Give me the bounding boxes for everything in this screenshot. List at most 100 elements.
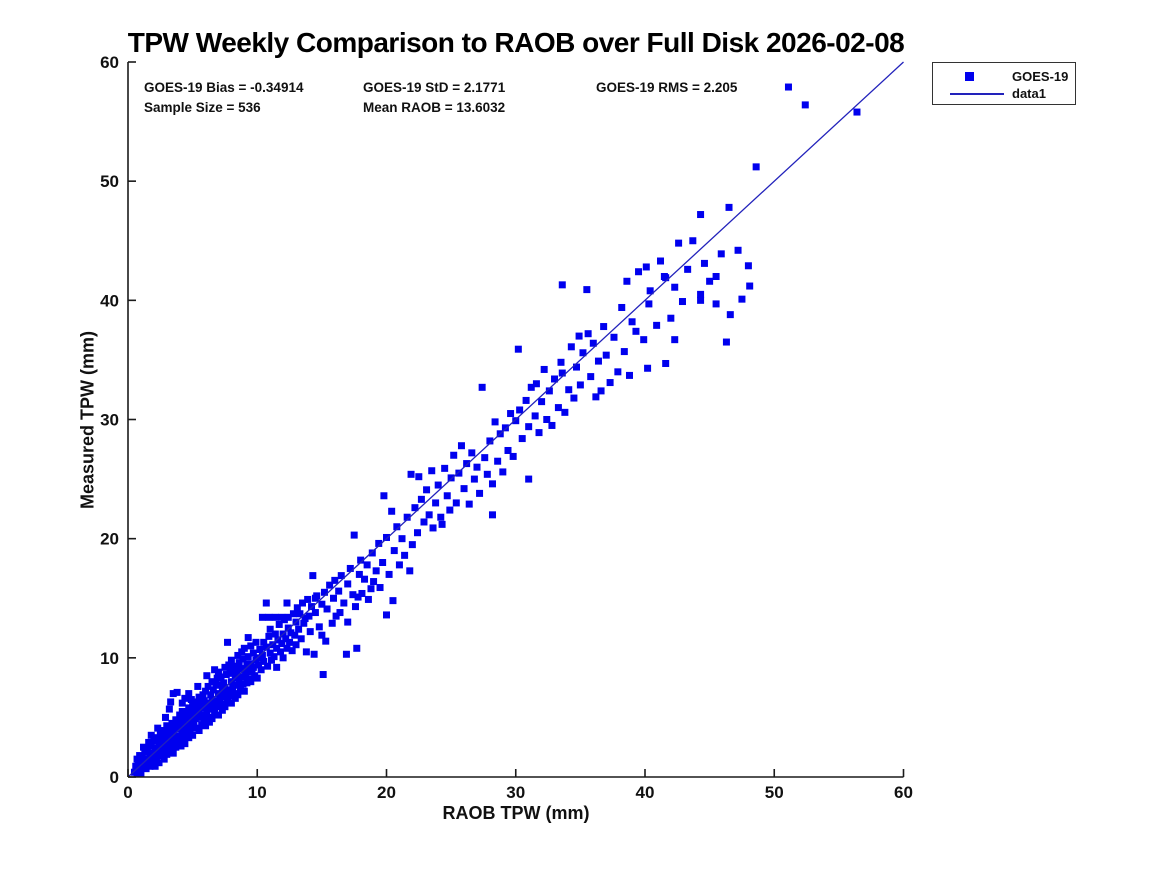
scatter-point [697,296,705,304]
scatter-point [635,268,643,276]
scatter-point [161,713,169,721]
scatter-point [460,485,468,493]
scatter-point [151,744,159,752]
scatter-point [169,690,177,698]
scatter-point [632,327,640,335]
scatter-point [725,203,733,211]
scatter-point [239,655,247,663]
scatter-point [318,631,326,639]
scatter-point [706,277,714,285]
scatter-point [319,671,327,679]
scatter-point [543,416,551,423]
scatter-point [199,711,207,719]
stat-bias: GOES-19 Bias = -0.34914 [144,80,304,95]
scatter-point [262,643,270,651]
scatter-point [165,740,173,748]
scatter-point [240,687,248,695]
scatter-point [370,578,378,586]
scatter-point [457,442,465,450]
scatter-point [258,613,266,621]
scatter-point [218,687,226,695]
scatter-point [579,349,587,357]
scatter-point [140,743,148,751]
scatter-point [618,303,626,311]
scatter-point [401,551,409,559]
scatter-point [217,673,225,681]
scatter-point [284,624,292,632]
scatter-point [291,631,299,639]
scatter-point [561,408,569,416]
scatter-point [183,710,191,718]
scatter-point [174,721,182,729]
x-axis-label: RAOB TPW (mm) [442,803,590,823]
scatter-point [551,375,559,383]
scatter-point [185,734,193,742]
scatter-point [253,674,261,682]
scatter-point [642,263,650,271]
scatter-point [344,618,352,626]
scatter-point [395,561,403,569]
scatter-point [256,645,264,653]
scatter-point [195,693,203,701]
scatter-point [225,686,233,694]
scatter-point [662,359,670,367]
scatter-point [379,559,387,566]
scatter-point [255,661,263,669]
scatter-point [137,769,145,777]
scatter-point [361,575,369,583]
scatter-point [331,576,339,584]
scatter-point [198,704,206,712]
scatter-point [587,373,595,381]
scatter-point [576,381,584,389]
scatter-point [447,474,455,482]
scatter-point [163,750,171,758]
x-tick-label: 20 [377,783,396,802]
scatter-point [176,711,184,719]
scatter-point [181,713,189,721]
scatter-point [473,463,481,471]
scatter-point [145,738,153,746]
scatter-point [191,698,199,706]
scatter-point [275,620,283,628]
scatter-point [190,721,198,729]
scatter-point [540,365,548,373]
scatter-point [383,611,390,619]
scatter-point [584,330,592,338]
scatter-point [684,265,692,273]
scatter-point [150,737,158,745]
scatter-point [346,564,354,572]
scatter-point [349,591,357,599]
y-tick-label: 30 [100,411,119,430]
scatter-point [712,300,720,308]
scatter-point [614,368,622,376]
scatter-point [202,722,210,730]
scatter-point [726,311,734,319]
legend: GOES-19 data1 [932,62,1076,105]
scatter-point [212,680,220,688]
scatter-point [697,211,705,219]
scatter-point [308,603,316,611]
legend-label-data1: data1 [1012,86,1046,101]
scatter-point [486,437,494,445]
scatter-point [288,647,296,655]
scatter-point [194,703,202,711]
scatter-point [209,686,217,694]
scatter-point [243,679,251,687]
scatter-point [538,398,546,406]
scatter-point [558,281,566,289]
scatter-point [368,549,376,557]
scatter-point [273,644,281,652]
scatter-point [196,699,204,707]
scatter-point [247,678,255,686]
scatter-point [249,663,257,671]
scatter-point [441,464,449,472]
stat-rms: GOES-19 RMS = 2.205 [596,80,738,95]
scatter-point [136,766,144,774]
scatter-point [216,681,224,689]
scatter-point [158,738,166,746]
scatter-point [645,300,653,308]
x-tick-label: 10 [248,783,267,802]
scatter-point [535,429,543,437]
scatter-point [488,480,496,488]
scatter-point [160,755,168,763]
